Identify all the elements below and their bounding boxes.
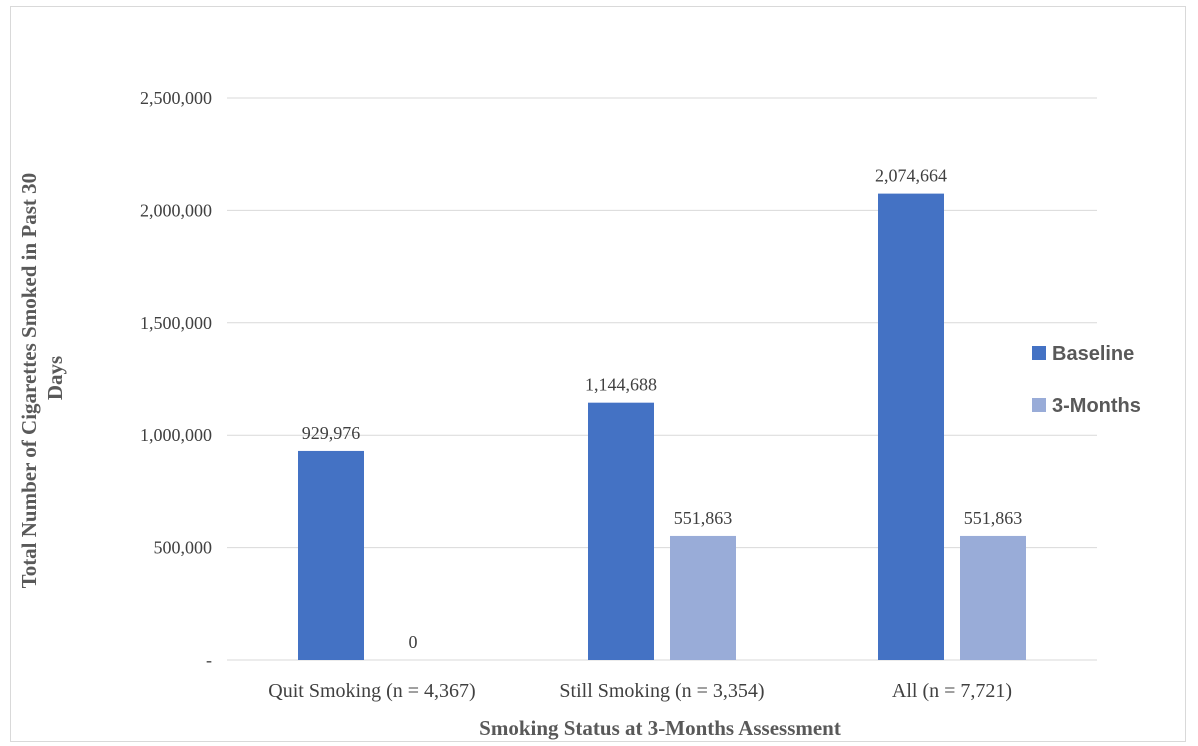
legend-label: Baseline	[1052, 343, 1134, 365]
legend-swatch	[1032, 398, 1046, 412]
y-axis-title-line-2: Days	[43, 356, 67, 400]
y-tick-label: 1,000,000	[140, 425, 212, 445]
bar-3-months	[960, 535, 1026, 660]
x-category-label: All (n = 7,721)	[892, 680, 1012, 702]
y-tick-label: -	[206, 650, 212, 670]
bar-baseline	[298, 450, 364, 660]
data-label: 2,074,664	[875, 166, 947, 186]
data-label: 551,863	[964, 508, 1023, 528]
bar-baseline	[588, 402, 654, 660]
x-axis-categories: Quit Smoking (n = 4,367) Still Smoking (n…	[268, 680, 1012, 702]
bar-baseline	[878, 193, 944, 660]
y-axis-ticks: - 500,000 1,000,000 1,500,000 2,000,000 2,500…	[140, 88, 212, 670]
x-category-label: Quit Smoking (n = 4,367)	[268, 680, 475, 702]
bar-3-months	[670, 535, 736, 660]
data-labels: 929,976 0 1,144,688 551,863 2,074,664 551,863	[302, 166, 1023, 652]
data-label: 551,863	[674, 508, 733, 528]
bars	[298, 193, 1026, 660]
y-axis-title-line-1: Total Number of Cigarettes Smoked in Pas…	[17, 173, 41, 589]
y-tick-label: 2,000,000	[140, 200, 212, 220]
data-label: 1,144,688	[585, 375, 657, 395]
y-tick-label: 500,000	[154, 538, 213, 558]
y-tick-label: 1,500,000	[140, 313, 212, 333]
legend-label: 3-Months	[1052, 395, 1141, 417]
x-axis-title: Smoking Status at 3-Months Assessment	[479, 716, 841, 740]
y-tick-label: 2,500,000	[140, 88, 212, 108]
data-label: 0	[409, 632, 418, 652]
gridlines	[227, 97, 1097, 661]
y-axis-title: Total Number of Cigarettes Smoked in Pas…	[17, 168, 67, 589]
data-label: 929,976	[302, 423, 361, 443]
x-category-label: Still Smoking (n = 3,354)	[559, 680, 764, 702]
legend: Baseline 3-Months	[1032, 343, 1141, 417]
legend-swatch	[1032, 346, 1046, 360]
